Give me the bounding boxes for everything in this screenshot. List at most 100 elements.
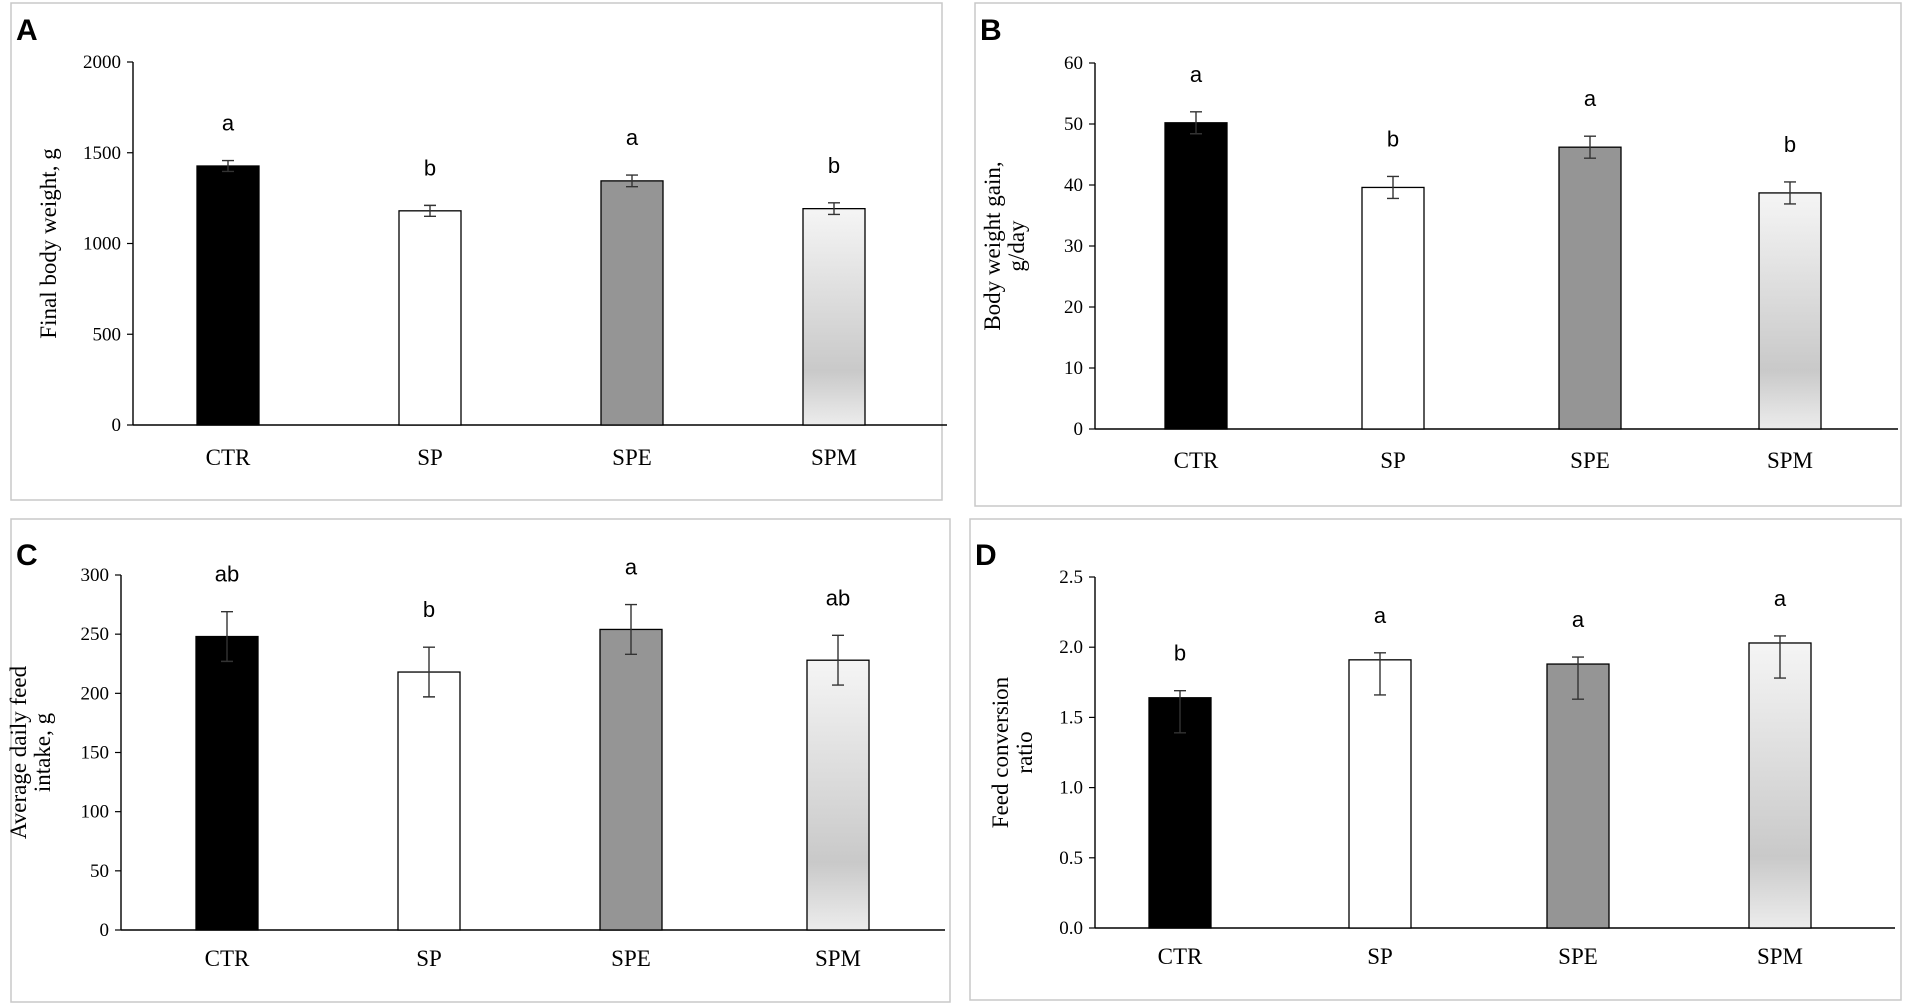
error-bar-spe xyxy=(625,603,637,655)
error-bar-ctr xyxy=(1190,111,1202,135)
bar-spe xyxy=(1558,146,1622,430)
x-tick-label: CTR xyxy=(206,445,251,470)
error-bar-ctr xyxy=(221,610,233,663)
x-tick-label: SPE xyxy=(1570,448,1610,473)
panel-border xyxy=(10,2,943,501)
y-tick-label: 1500 xyxy=(83,143,121,164)
significance-letter: a xyxy=(1374,603,1387,628)
error-bar-spe xyxy=(1572,656,1584,700)
bar-ctr xyxy=(196,165,260,426)
y-tick-label: 0.5 xyxy=(1059,848,1083,869)
x-tick-label: CTR xyxy=(205,946,250,971)
significance-letter: b xyxy=(1784,132,1796,157)
bar-spe xyxy=(600,180,664,426)
y-tick-label: 250 xyxy=(81,624,110,645)
significance-letter: a xyxy=(1572,607,1585,632)
x-tick-label: SP xyxy=(416,946,442,971)
y-tick-label: 500 xyxy=(93,324,122,345)
y-tick-label: 60 xyxy=(1064,53,1083,74)
significance-letter: b xyxy=(828,153,840,178)
y-tick-label: 150 xyxy=(81,743,110,764)
y-axis-label: ratio xyxy=(1012,731,1037,773)
y-tick-label: 0 xyxy=(112,415,122,436)
error-bar-spm xyxy=(1784,181,1796,205)
y-axis-label: Feed conversion xyxy=(988,676,1013,828)
y-axis-label: Body weight gain, xyxy=(980,161,1005,330)
y-tick-label: 1000 xyxy=(83,234,121,255)
x-tick-label: CTR xyxy=(1158,944,1203,969)
y-axis-label: intake, g xyxy=(30,712,55,792)
y-tick-label: 50 xyxy=(1064,114,1083,135)
bar-spm xyxy=(806,659,870,931)
panel-letter: A xyxy=(16,14,38,47)
bar-spm xyxy=(1748,642,1812,929)
bar-ctr xyxy=(1164,122,1228,430)
bar-sp xyxy=(397,671,461,931)
panel-border xyxy=(10,518,951,1003)
y-tick-label: 0 xyxy=(100,920,110,941)
y-axis-label: g/day xyxy=(1004,220,1029,272)
bar-ctr xyxy=(195,635,259,931)
error-bar-spm xyxy=(1774,635,1786,679)
significance-letter: b xyxy=(423,597,435,622)
panel-letter: B xyxy=(980,14,1002,47)
error-bar-spe xyxy=(1584,135,1596,159)
error-bar-ctr xyxy=(222,159,234,173)
x-tick-label: SP xyxy=(1367,944,1393,969)
bar-spm xyxy=(1758,192,1822,430)
y-tick-label: 2.5 xyxy=(1059,567,1083,588)
y-tick-label: 300 xyxy=(81,565,110,586)
bar-ctr xyxy=(1148,697,1212,929)
x-tick-label: SP xyxy=(1380,448,1406,473)
significance-letter: a xyxy=(1774,586,1787,611)
x-tick-label: SPM xyxy=(1757,944,1803,969)
significance-letter: ab xyxy=(215,562,239,587)
significance-letter: a xyxy=(1584,86,1597,111)
y-tick-label: 0 xyxy=(1074,419,1084,440)
significance-letter: a xyxy=(625,555,638,580)
y-tick-label: 30 xyxy=(1064,236,1083,257)
error-bar-sp xyxy=(423,646,435,698)
bar-spe xyxy=(1546,663,1610,929)
y-tick-label: 100 xyxy=(81,802,110,823)
bar-spe xyxy=(599,628,663,931)
bar-sp xyxy=(1361,186,1425,430)
x-tick-label: SPM xyxy=(815,946,861,971)
significance-letter: b xyxy=(1174,641,1186,666)
y-axis-label: Average daily feed xyxy=(6,665,31,839)
y-tick-label: 1.5 xyxy=(1059,707,1083,728)
panel-c: C 0 50 100 150 200 250 300 Average daily feed int… xyxy=(6,518,951,1003)
y-tick-label: 20 xyxy=(1064,297,1083,318)
x-tick-label: SPE xyxy=(1558,944,1598,969)
y-tick-label: 2000 xyxy=(83,52,121,73)
x-tick-label: SP xyxy=(417,445,443,470)
x-tick-label: CTR xyxy=(1174,448,1219,473)
significance-letter: b xyxy=(1387,126,1399,151)
x-tick-label: SPM xyxy=(1767,448,1813,473)
error-bar-sp xyxy=(1374,652,1386,696)
error-bar-ctr xyxy=(1174,690,1186,734)
y-tick-label: 200 xyxy=(81,683,110,704)
panel-letter: D xyxy=(975,539,997,572)
y-tick-label: 1.0 xyxy=(1059,778,1083,799)
bar-sp xyxy=(1348,659,1412,929)
x-tick-label: SPM xyxy=(811,445,857,470)
error-bar-spm xyxy=(828,202,840,216)
panel-b: B 0 10 20 30 40 50 60 Body weight gain, g/day a CTR… xyxy=(974,2,1902,507)
bar-sp xyxy=(398,210,462,426)
y-tick-label: 0.0 xyxy=(1059,918,1083,939)
error-bar-sp xyxy=(424,204,436,217)
error-bar-sp xyxy=(1387,175,1399,200)
y-tick-label: 50 xyxy=(90,861,109,882)
y-tick-label: 40 xyxy=(1064,175,1083,196)
panel-border xyxy=(974,2,1902,507)
significance-letter: a xyxy=(1190,62,1203,87)
x-tick-label: SPE xyxy=(612,445,652,470)
significance-letter: a xyxy=(222,111,235,136)
significance-letter: b xyxy=(424,155,436,180)
panel-border xyxy=(969,518,1902,1001)
panel-a: A 0 500 1000 1500 2000 Final body weight, g a CT… xyxy=(10,2,947,501)
error-bar-spe xyxy=(626,174,638,188)
x-tick-label: SPE xyxy=(611,946,651,971)
